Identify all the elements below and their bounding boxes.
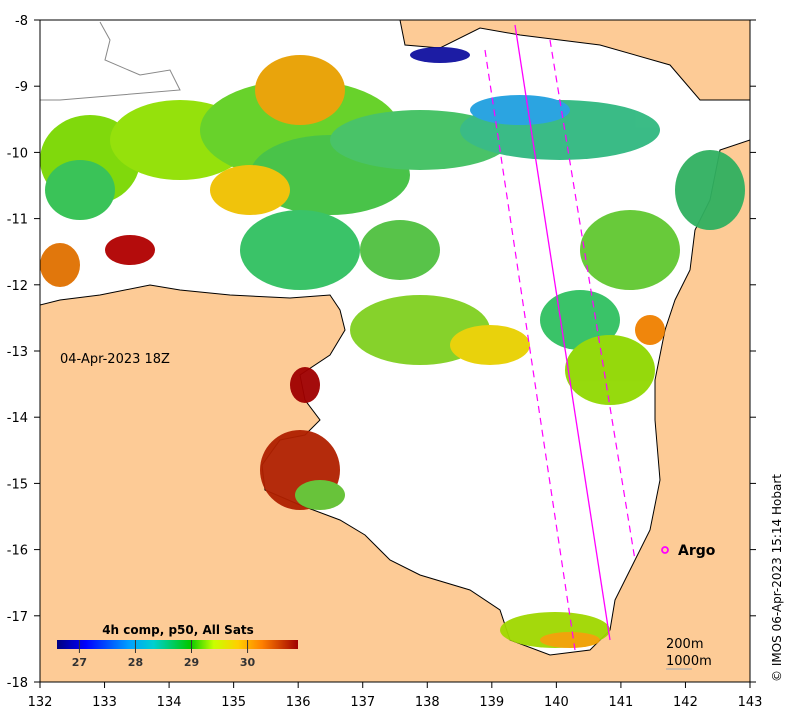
- colorbar-title: 4h comp, p50, All Sats: [102, 623, 254, 637]
- colorbar-tick-label: 28: [128, 656, 143, 669]
- x-tick-label: 132: [28, 695, 53, 710]
- timestamp-label: 04-Apr-2023 18Z: [60, 352, 170, 367]
- argo-float-marker[interactable]: [661, 546, 669, 554]
- x-tick-label: 137: [350, 695, 375, 710]
- x-axis: 132 133 134 135 136 137 138 139 140 141 142 143: [28, 682, 763, 710]
- y-tick-label: -9: [15, 80, 28, 95]
- y-tick-label: -17: [7, 610, 28, 625]
- x-tick-label: 136: [286, 695, 311, 710]
- satellite-swath-edge: [484, 49, 576, 651]
- x-tick-label: 143: [738, 695, 763, 710]
- y-tick-label: -18: [7, 676, 28, 691]
- colorbar-tick-label: 30: [240, 656, 256, 669]
- colorbar-tick-label: 29: [184, 656, 199, 669]
- x-tick-label: 138: [415, 695, 440, 710]
- y-tick-label: -15: [7, 477, 28, 492]
- sst-pixels: [40, 47, 745, 648]
- y-tick-label: -13: [7, 345, 28, 360]
- x-tick-label: 133: [92, 695, 117, 710]
- colorbar-gradient: [57, 640, 298, 649]
- y-tick-label: -8: [15, 14, 28, 29]
- argo-label: Argo: [678, 543, 716, 559]
- colorbar: 4h comp, p50, All Sats 27 28 29 30: [57, 623, 298, 669]
- x-tick-label: 141: [608, 695, 633, 710]
- contour-label-1000m: 1000m: [666, 654, 712, 669]
- x-tick-label: 142: [673, 695, 698, 710]
- y-tick-label: -10: [7, 146, 28, 161]
- y-tick-label: -14: [7, 411, 28, 426]
- grey-coastline: [40, 21, 181, 101]
- satellite-track: [514, 24, 611, 641]
- y-tick-label: -11: [7, 213, 28, 228]
- x-tick-label: 139: [479, 695, 504, 710]
- colorbar-tick-label: 27: [72, 656, 87, 669]
- credit-text: © IMOS 06-Apr-2023 15:14 Hobart: [770, 474, 784, 682]
- x-tick-label: 135: [221, 695, 246, 710]
- y-axis: -8 -9 -10 -11 -12 -13 -14 -15 -16 -17 -18: [7, 14, 756, 691]
- y-tick-label: -16: [7, 544, 28, 559]
- y-tick-label: -12: [7, 279, 28, 294]
- satellite-swath-edge: [549, 39, 636, 561]
- x-tick-label: 140: [544, 695, 569, 710]
- x-tick-label: 134: [157, 695, 182, 710]
- contour-label-200m: 200m: [666, 637, 703, 652]
